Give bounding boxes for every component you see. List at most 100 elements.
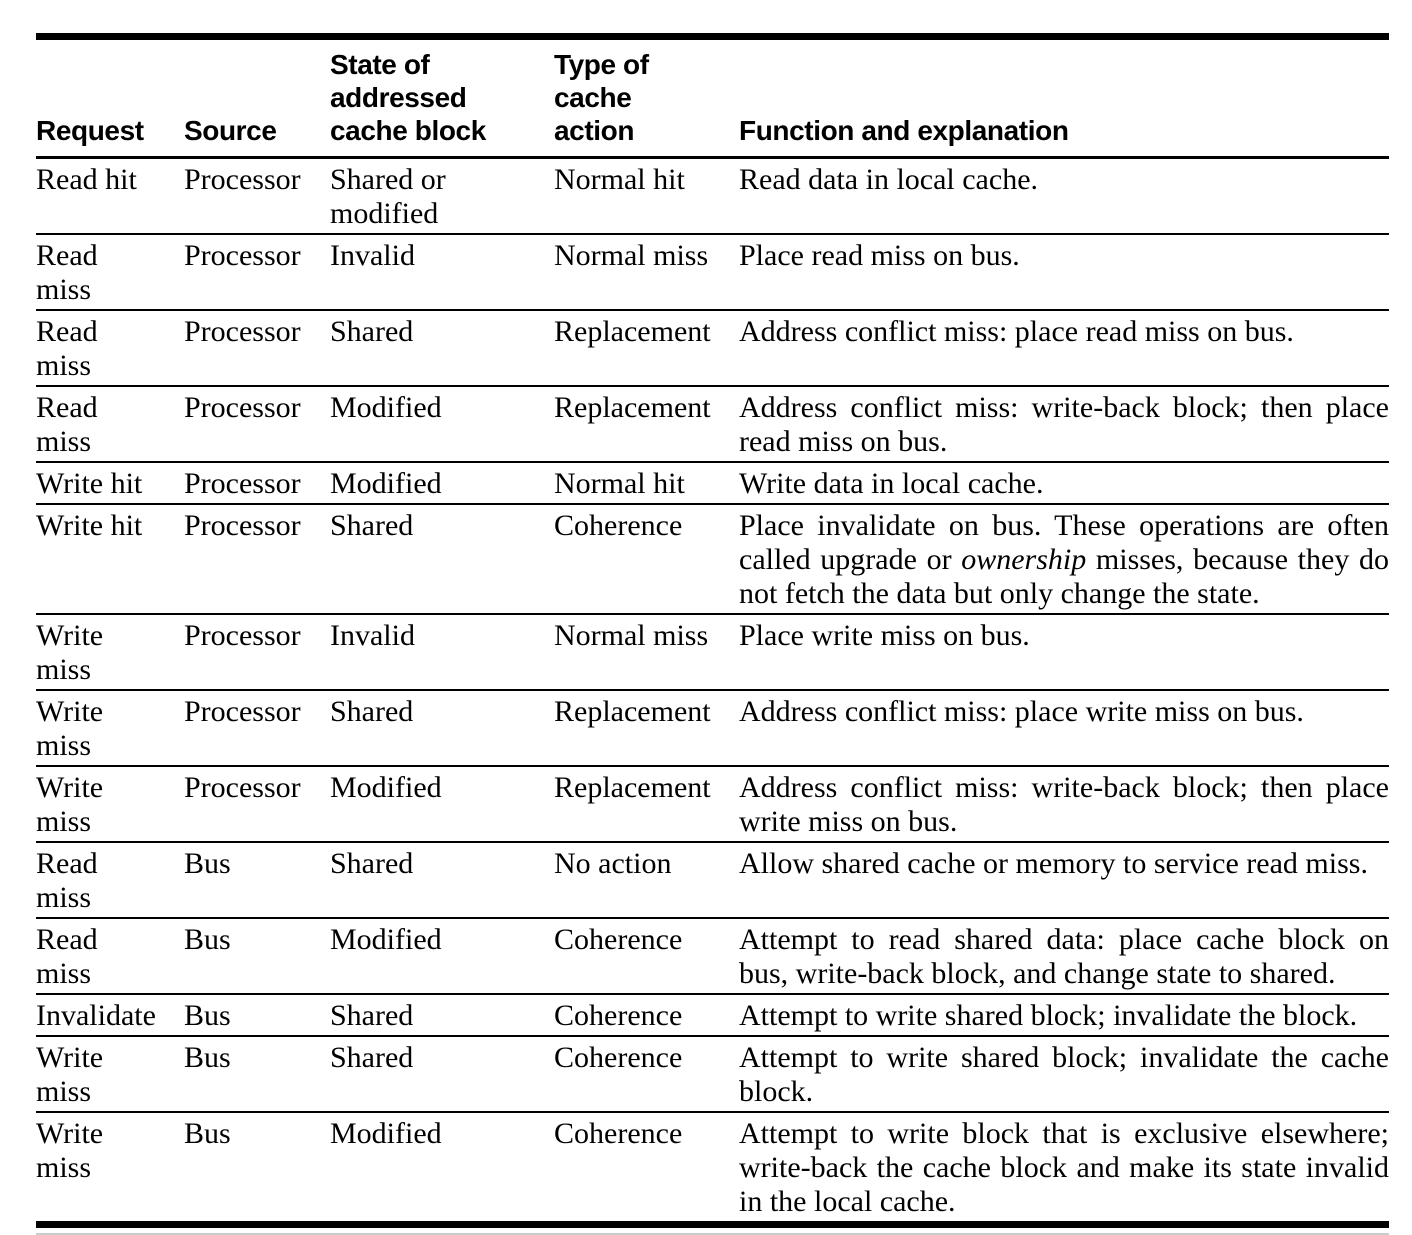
explanation-text: Attempt to write shared block; invalidat… — [739, 999, 1358, 1032]
cell-state: Shared — [330, 315, 414, 348]
table-row: Write miss Bus Shared Coherence Attempt to w… — [36, 1036, 1389, 1112]
table-header: Request Source State of addressed cache bl… — [36, 37, 1389, 158]
cell-source: Bus — [184, 1041, 231, 1074]
table-row: Read miss Processor Modified Replacement Add… — [36, 386, 1389, 462]
table-row: Write hit Processor Shared Coherence Place i… — [36, 504, 1389, 614]
explanation-text: Attempt to read shared data: place cache… — [739, 923, 1389, 990]
cell-request: Read miss — [36, 391, 98, 458]
cell-explanation: Attempt to read shared data: place cache… — [739, 918, 1389, 994]
cell-request: Read hit — [36, 163, 137, 196]
table-row: Write miss Processor Invalid Normal miss Pla… — [36, 614, 1389, 690]
cell-action: Replacement — [554, 391, 711, 424]
cell-source: Processor — [184, 315, 301, 348]
cell-state: Modified — [330, 467, 442, 500]
cell-explanation: Place invalidate on bus. These operation… — [739, 504, 1389, 614]
cell-action: Replacement — [554, 695, 711, 728]
explanation-text: Address conflict miss: write-back block;… — [739, 771, 1389, 838]
cell-source: Processor — [184, 467, 301, 500]
cell-source: Bus — [184, 999, 231, 1032]
explanation-text: Allow shared cache or memory to service … — [739, 847, 1368, 880]
header-row: Request Source State of addressed cache bl… — [36, 37, 1389, 158]
cell-explanation: Address conflict miss: place write miss … — [739, 690, 1389, 766]
column-header-action: Type of cache action — [554, 49, 649, 146]
italic-term: ownership — [961, 543, 1087, 576]
cell-state: Shared — [330, 1041, 414, 1074]
cell-request: Write hit — [36, 467, 143, 500]
column-header-source: Source — [184, 115, 277, 146]
explanation-text: Place read miss on bus. — [739, 239, 1020, 272]
cell-source: Bus — [184, 923, 231, 956]
cell-action: Normal miss — [554, 239, 709, 272]
explanation-text: Attempt to write shared block; invalidat… — [739, 1041, 1389, 1108]
cell-action: Normal miss — [554, 619, 709, 652]
cell-request: Write hit — [36, 509, 143, 542]
cell-action: No action — [554, 847, 672, 880]
cache-coherence-table: Request Source State of addressed cache bl… — [36, 33, 1389, 1228]
table-row: Invalidate Bus Shared Coherence Attempt to w… — [36, 994, 1389, 1036]
cell-action: Coherence — [554, 1117, 683, 1150]
cell-request: Read miss — [36, 315, 98, 382]
table-row: Read miss Processor Shared Replacement Addre… — [36, 310, 1389, 386]
cell-state: Modified — [330, 771, 442, 804]
cell-explanation: Read data in local cache. — [739, 158, 1389, 235]
explanation-text: misses, because they do not fetch the da… — [739, 543, 1389, 610]
cell-explanation: Allow shared cache or memory to service … — [739, 842, 1389, 918]
explanation-text: Place write miss on bus. — [739, 619, 1030, 652]
table-row: Write miss Bus Modified Coherence Attempt to… — [36, 1112, 1389, 1225]
explanation-text: Read data in local cache. — [739, 163, 1039, 196]
cell-explanation: Place read miss on bus. — [739, 234, 1389, 310]
cell-source: Processor — [184, 391, 301, 424]
cell-explanation: Attempt to write shared block; invalidat… — [739, 994, 1389, 1036]
cell-source: Processor — [184, 619, 301, 652]
table-row: Read hit Processor Shared or modified Norma… — [36, 158, 1389, 235]
cell-action: Coherence — [554, 999, 683, 1032]
cell-state: Modified — [330, 391, 442, 424]
cell-explanation: Attempt to write block that is exclusive… — [739, 1112, 1389, 1225]
cell-request: Write miss — [36, 1041, 104, 1108]
cell-source: Processor — [184, 509, 301, 542]
cell-state: Modified — [330, 923, 442, 956]
cell-action: Normal hit — [554, 467, 685, 500]
cell-request: Read miss — [36, 847, 98, 914]
cell-action: Coherence — [554, 923, 683, 956]
cell-request: Write miss — [36, 771, 104, 838]
column-header-request: Request — [36, 115, 144, 146]
cell-state: Shared — [330, 999, 414, 1032]
explanation-text: Address conflict miss: place read miss o… — [739, 315, 1294, 348]
table-row: Write hit Processor Modified Normal hit Writ… — [36, 462, 1389, 504]
table-body: Read hit Processor Shared or modified Norma… — [36, 158, 1389, 1225]
cell-explanation: Write data in local cache. — [739, 462, 1389, 504]
explanation-text: Address conflict miss: write-back block;… — [739, 391, 1389, 458]
cell-source: Processor — [184, 695, 301, 728]
explanation-text: Place invalidate on bus. These operation… — [739, 509, 1389, 576]
cell-action: Normal hit — [554, 163, 685, 196]
cell-explanation: Address conflict miss: place read miss o… — [739, 310, 1389, 386]
cell-explanation: Address conflict miss: write-back block;… — [739, 386, 1389, 462]
column-header-explanation: Function and explanation — [739, 115, 1069, 146]
cell-request: Write miss — [36, 1117, 104, 1184]
table-row: Read miss Bus Shared No action Allow shared … — [36, 842, 1389, 918]
cell-source: Bus — [184, 847, 231, 880]
cell-action: Coherence — [554, 509, 683, 542]
cell-state: Modified — [330, 1117, 442, 1150]
cell-state: Shared — [330, 847, 414, 880]
table-row: Write miss Processor Modified Replacement Ad… — [36, 766, 1389, 842]
cell-action: Replacement — [554, 771, 711, 804]
cell-state: Invalid — [330, 619, 415, 652]
column-header-state: State of addressed cache block — [330, 49, 486, 146]
cell-action: Coherence — [554, 1041, 683, 1074]
explanation-text: Write data in local cache. — [739, 467, 1044, 500]
cell-explanation: Attempt to write shared block; invalidat… — [739, 1036, 1389, 1112]
cell-request: Invalidate — [36, 999, 156, 1032]
cell-request: Read miss — [36, 239, 98, 306]
table-row: Read miss Bus Modified Coherence Attempt to … — [36, 918, 1389, 994]
cell-state: Shared or modified — [330, 163, 446, 230]
cell-state: Shared — [330, 695, 414, 728]
cell-state: Invalid — [330, 239, 415, 272]
cell-explanation: Place write miss on bus. — [739, 614, 1389, 690]
cell-request: Read miss — [36, 923, 98, 990]
cell-state: Shared — [330, 509, 414, 542]
cell-source: Bus — [184, 1117, 231, 1150]
cell-source: Processor — [184, 771, 301, 804]
